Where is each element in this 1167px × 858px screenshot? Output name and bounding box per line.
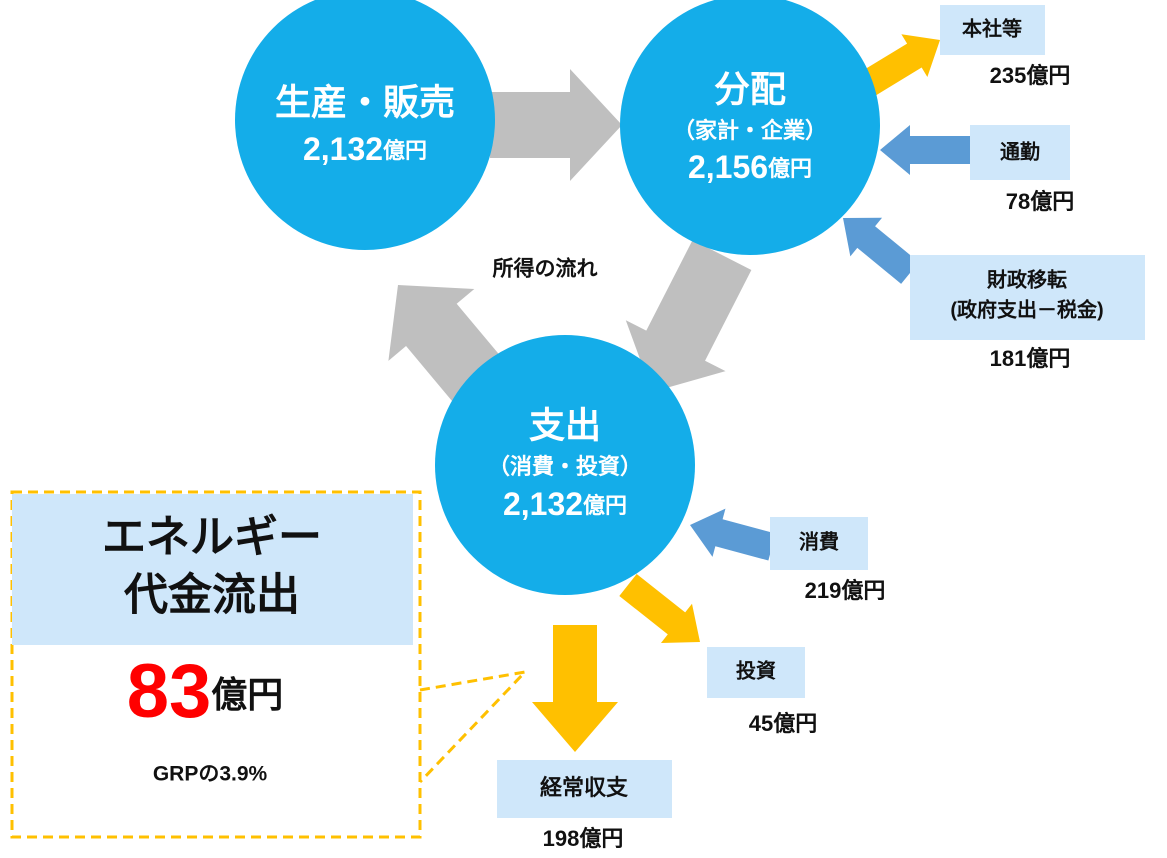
node-amount: 2,132億円 <box>303 131 427 167</box>
flow-amount: 181億円 <box>990 346 1071 371</box>
arrow <box>532 625 618 752</box>
flow-amount: 235億円 <box>990 63 1071 88</box>
unit: 億円 <box>768 156 812 181</box>
node-expenditure <box>435 335 695 595</box>
node-subtitle: （消費・投資） <box>488 454 642 479</box>
node-title: 支出 <box>529 405 601 446</box>
node-production <box>235 0 495 250</box>
flow-amount: 78億円 <box>1006 189 1074 214</box>
flow-label: 経常収支 <box>540 775 629 800</box>
callout-title: エネルギー <box>102 513 322 562</box>
callout-frame <box>10 490 422 839</box>
flow-amount: 198億円 <box>543 826 624 851</box>
flow-label: 財政移転 <box>987 267 1067 291</box>
flow-box <box>707 647 805 698</box>
node-title: 生産・販売 <box>275 82 455 123</box>
node-distribution <box>620 0 880 255</box>
amount: 2,132 <box>503 486 583 522</box>
flow-label: 投資 <box>736 658 776 682</box>
node-subtitle: （家計・企業） <box>673 118 827 143</box>
arrows <box>388 34 972 752</box>
flow-boxes <box>497 5 1145 818</box>
flow-amount: 219億円 <box>805 578 886 603</box>
amount: 2,156 <box>688 149 768 185</box>
flow-amount: 45億円 <box>749 711 817 736</box>
flow-label: 通勤 <box>1000 139 1040 163</box>
arrow <box>490 69 622 181</box>
flow-box <box>497 760 672 818</box>
callout-note: GRPの3.9% <box>153 763 268 786</box>
amount: 2,132 <box>303 131 383 167</box>
callout-pointer <box>418 669 530 784</box>
arrow <box>690 508 776 561</box>
flow-label: 本社等 <box>962 16 1022 40</box>
callout-title: 代金流出 <box>123 571 300 620</box>
node-title: 分配 <box>714 69 786 110</box>
arrow <box>858 34 940 97</box>
flow-label: 所得の流れ <box>493 257 598 281</box>
unit: 億円 <box>383 138 427 163</box>
node-amount: 2,132億円 <box>503 486 627 522</box>
arrow <box>619 574 700 643</box>
flow-box <box>940 5 1045 55</box>
node-amount: 2,156億円 <box>688 149 812 185</box>
callout-header <box>12 494 413 645</box>
amount: 83 <box>127 649 212 734</box>
flow-label: (政府支出－税金) <box>950 297 1103 321</box>
flow-box <box>770 517 868 570</box>
arrow <box>843 217 919 284</box>
arrow <box>625 239 752 392</box>
flow-box <box>910 255 1145 340</box>
unit: 億円 <box>583 493 627 518</box>
flow-label: 消費 <box>799 529 839 553</box>
callout-amount: 83億円 <box>127 649 284 734</box>
arrow <box>880 125 972 175</box>
unit: 億円 <box>211 674 283 715</box>
flow-box <box>970 125 1070 180</box>
